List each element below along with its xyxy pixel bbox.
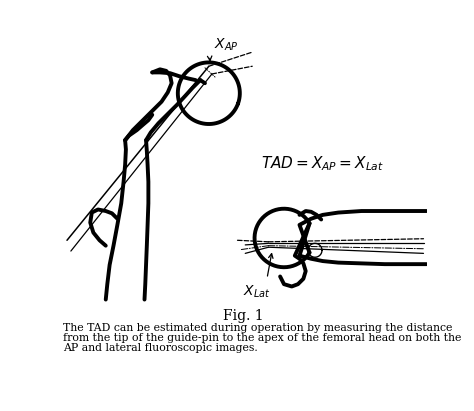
Text: AP and lateral fluoroscopic images.: AP and lateral fluoroscopic images. <box>63 343 258 353</box>
Text: from the tip of the guide-pin to the apex of the femoral head on both the: from the tip of the guide-pin to the ape… <box>63 332 462 343</box>
Text: $X_{AP}$: $X_{AP}$ <box>214 37 239 53</box>
Text: $TAD = X_{AP} = X_{Lat}$: $TAD = X_{AP} = X_{Lat}$ <box>261 154 384 173</box>
Text: Fig. 1: Fig. 1 <box>223 309 263 323</box>
Text: The TAD can be estimated during operation by measuring the distance: The TAD can be estimated during operatio… <box>63 323 453 332</box>
Text: $X_{Lat}$: $X_{Lat}$ <box>243 284 271 300</box>
